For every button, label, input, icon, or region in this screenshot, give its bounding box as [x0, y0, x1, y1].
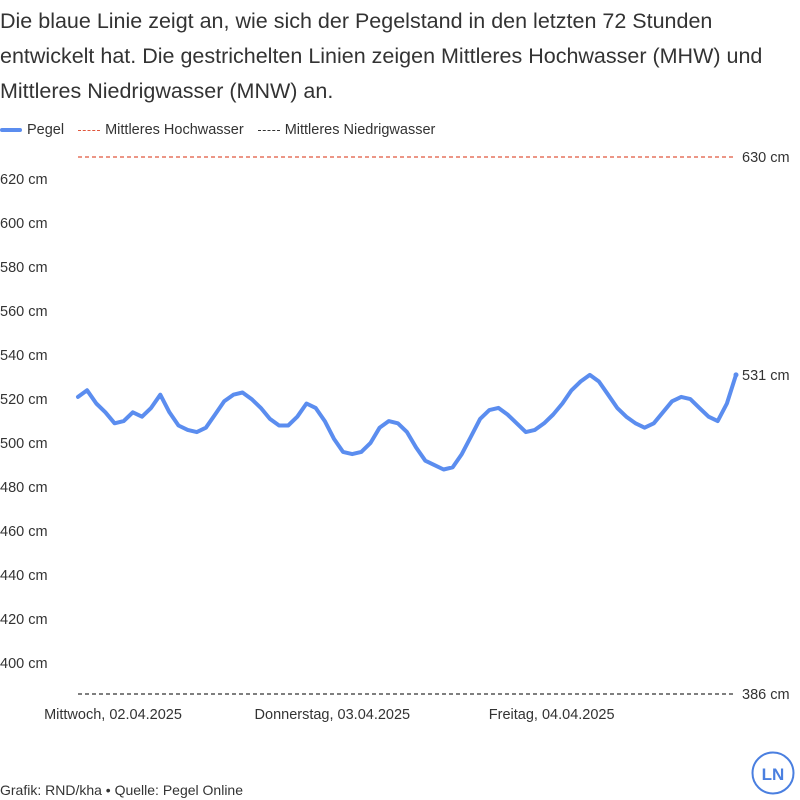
y-tick-label: 480 cm: [0, 480, 48, 496]
y-tick-label: 600 cm: [0, 216, 48, 232]
y-tick-label: 440 cm: [0, 568, 48, 584]
legend-item-pegel[interactable]: Pegel: [0, 122, 64, 138]
logo-ring: [751, 751, 795, 795]
ln-logo: LN: [751, 751, 795, 795]
line-chart: 400 cm 420 cm 440 cm 460 cm 480 cm 500 cm 520 …: [0, 150, 790, 723]
x-tick-label: Donnerstag, 03.04.2025: [255, 707, 411, 723]
logo-text: LN: [762, 765, 785, 784]
y-tick-label: 560 cm: [0, 304, 48, 320]
reference-label-mnw: 386 cm: [742, 687, 790, 703]
series-end-point: [733, 372, 739, 378]
legend-item-mhw[interactable]: Mittleres Hochwasser: [78, 122, 244, 138]
y-tick-label: 460 cm: [0, 524, 48, 540]
legend-swatch-pegel: [0, 128, 22, 132]
legend-label-pegel: Pegel: [27, 122, 65, 138]
x-tick-label: Mittwoch, 02.04.2025: [44, 707, 182, 723]
y-tick-label: 580 cm: [0, 260, 48, 276]
legend-label-mnw: Mittleres Niedrigwasser: [284, 122, 436, 138]
legend-swatch-mhw: [78, 129, 101, 131]
x-tick-label: Freitag, 04.04.2025: [489, 707, 615, 723]
footer-source: Grafik: RND/kha • Quelle: Pegel Online: [0, 782, 244, 798]
y-tick-label: 400 cm: [0, 656, 48, 672]
chart-description: Die blaue Linie zeigt an, wie sich der P…: [0, 9, 763, 103]
legend-label-mhw: Mittleres Hochwasser: [105, 122, 244, 138]
series-line-pegel: [76, 372, 738, 472]
end-value-label: 531 cm: [742, 368, 790, 384]
reference-label-mhw: 630 cm: [742, 150, 790, 166]
y-tick-label: 520 cm: [0, 392, 48, 408]
y-tick-label: 420 cm: [0, 612, 48, 628]
legend-item-mnw[interactable]: Mittleres Niedrigwasser: [257, 122, 436, 138]
legend-swatch-mnw: [257, 129, 280, 131]
y-tick-label: 500 cm: [0, 436, 48, 452]
legend: Pegel Mittleres Hochwasser Mittleres Nie…: [0, 119, 449, 141]
y-tick-label: 620 cm: [0, 172, 48, 188]
y-tick-label: 540 cm: [0, 348, 48, 364]
